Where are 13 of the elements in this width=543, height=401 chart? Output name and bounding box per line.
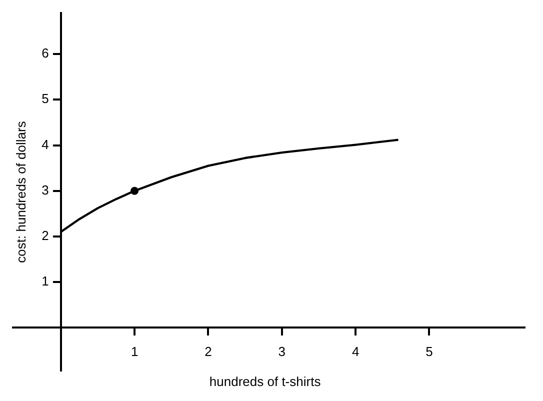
x-axis-title: hundreds of t-shirts	[209, 374, 322, 390]
y-tick-label: 2	[42, 228, 49, 244]
x-tick-label: 4	[352, 344, 360, 360]
y-tick-label: 3	[42, 182, 49, 198]
y-tick-label: 5	[42, 91, 49, 106]
x-tick-label: 5	[426, 344, 433, 360]
x-tick-label: 3	[278, 344, 286, 360]
y-axis-title: cost: hundreds of dollars	[14, 120, 29, 263]
x-tick-label: 2	[204, 344, 212, 360]
y-tick-label: 4	[42, 136, 49, 152]
y-tick-label: 1	[42, 274, 49, 289]
y-tick-label: 6	[42, 46, 49, 61]
x-tick-label: 1	[130, 344, 138, 360]
